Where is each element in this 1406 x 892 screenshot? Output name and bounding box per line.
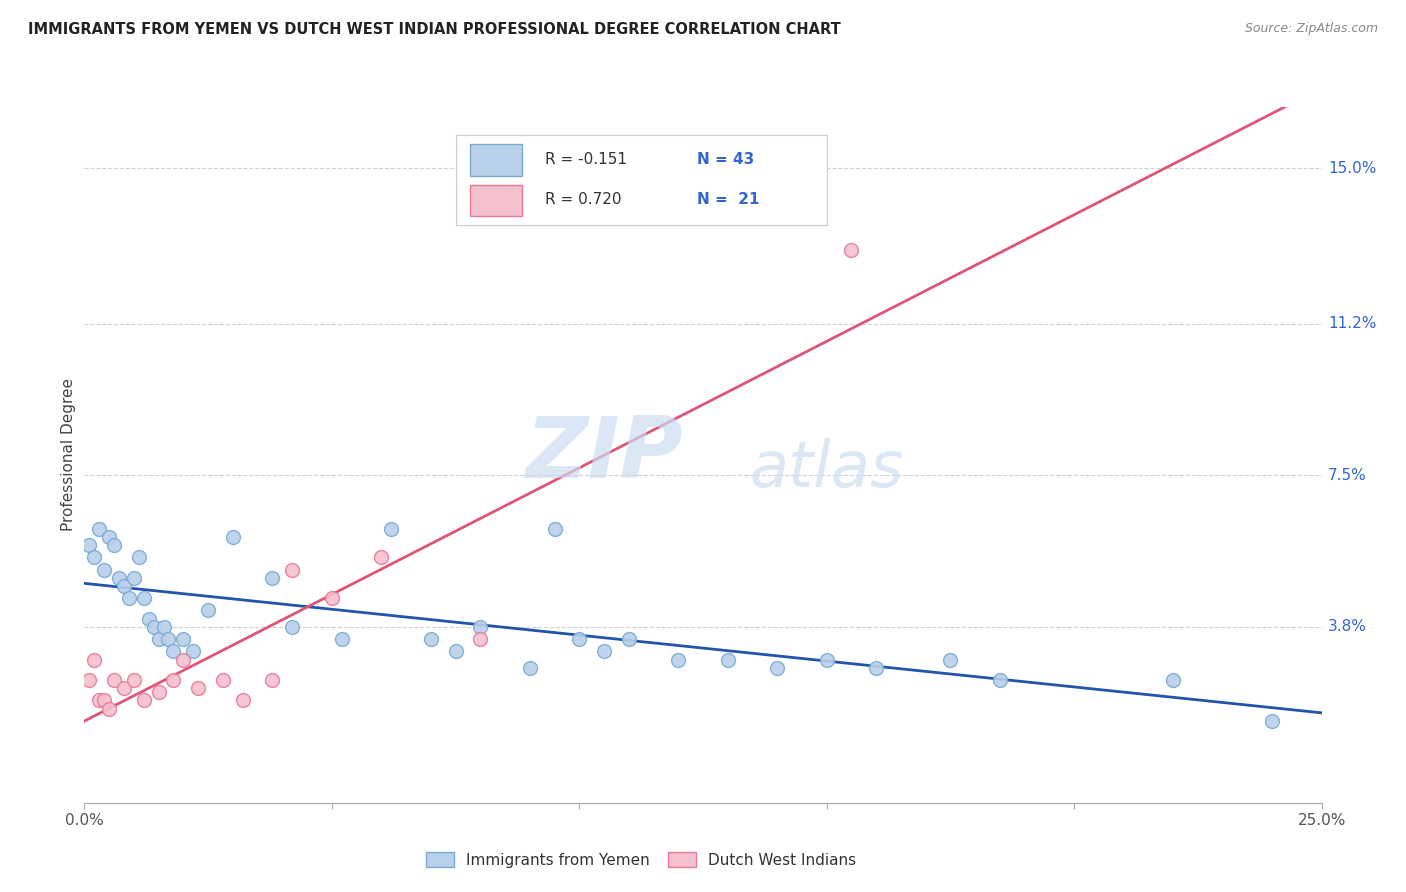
Text: 7.5%: 7.5% — [1327, 468, 1367, 483]
Point — [128, 550, 150, 565]
Point — [212, 673, 235, 687]
Point — [197, 603, 219, 617]
Point — [148, 632, 170, 646]
Point — [568, 632, 591, 646]
Point — [89, 522, 111, 536]
Point — [666, 652, 689, 666]
Point — [103, 673, 125, 687]
Point — [281, 620, 304, 634]
Point — [118, 591, 141, 606]
Point — [1261, 714, 1284, 728]
Point — [281, 562, 304, 576]
Text: Source: ZipAtlas.com: Source: ZipAtlas.com — [1244, 22, 1378, 36]
Bar — [471, 185, 523, 216]
Point — [470, 632, 492, 646]
Point — [79, 538, 101, 552]
Point — [988, 673, 1011, 687]
Point — [939, 652, 962, 666]
Text: atlas: atlas — [749, 438, 904, 500]
Point — [93, 562, 115, 576]
Point — [142, 620, 165, 634]
Point — [717, 652, 740, 666]
Point — [470, 620, 492, 634]
Point — [232, 693, 254, 707]
Point — [112, 681, 135, 696]
Text: N = 43: N = 43 — [697, 152, 754, 167]
Point — [122, 673, 145, 687]
Point — [132, 591, 155, 606]
Bar — [471, 144, 523, 176]
Legend: Immigrants from Yemen, Dutch West Indians: Immigrants from Yemen, Dutch West Indian… — [419, 845, 863, 875]
Point — [89, 693, 111, 707]
Y-axis label: Professional Degree: Professional Degree — [60, 378, 76, 532]
Point — [83, 550, 105, 565]
Point — [79, 673, 101, 687]
Point — [98, 530, 121, 544]
Point — [444, 644, 467, 658]
Point — [152, 620, 174, 634]
Text: 3.8%: 3.8% — [1327, 619, 1367, 634]
Point — [766, 661, 789, 675]
Point — [1161, 673, 1184, 687]
Point — [865, 661, 887, 675]
Point — [112, 579, 135, 593]
Point — [132, 693, 155, 707]
Point — [93, 693, 115, 707]
Point — [103, 538, 125, 552]
Text: 15.0%: 15.0% — [1327, 161, 1376, 176]
Point — [122, 571, 145, 585]
Point — [157, 632, 180, 646]
Point — [815, 652, 838, 666]
Point — [181, 644, 204, 658]
Point — [187, 681, 209, 696]
Point — [617, 632, 640, 646]
Text: IMMIGRANTS FROM YEMEN VS DUTCH WEST INDIAN PROFESSIONAL DEGREE CORRELATION CHART: IMMIGRANTS FROM YEMEN VS DUTCH WEST INDI… — [28, 22, 841, 37]
Point — [262, 571, 284, 585]
Point — [262, 673, 284, 687]
Point — [83, 652, 105, 666]
Point — [519, 661, 541, 675]
Point — [148, 685, 170, 699]
Point — [172, 632, 194, 646]
Point — [593, 644, 616, 658]
Point — [419, 632, 441, 646]
Point — [543, 522, 565, 536]
Point — [370, 550, 392, 565]
Text: N =  21: N = 21 — [697, 193, 759, 208]
Point — [108, 571, 131, 585]
Point — [138, 612, 160, 626]
Point — [162, 644, 184, 658]
Text: ZIP: ZIP — [526, 413, 683, 497]
Point — [321, 591, 343, 606]
Text: R = -0.151: R = -0.151 — [544, 152, 627, 167]
Point — [380, 522, 402, 536]
Point — [841, 244, 863, 258]
Point — [172, 652, 194, 666]
Point — [222, 530, 245, 544]
Point — [330, 632, 353, 646]
Point — [98, 701, 121, 715]
Text: R = 0.720: R = 0.720 — [544, 193, 621, 208]
Point — [162, 673, 184, 687]
Text: 11.2%: 11.2% — [1327, 317, 1376, 332]
